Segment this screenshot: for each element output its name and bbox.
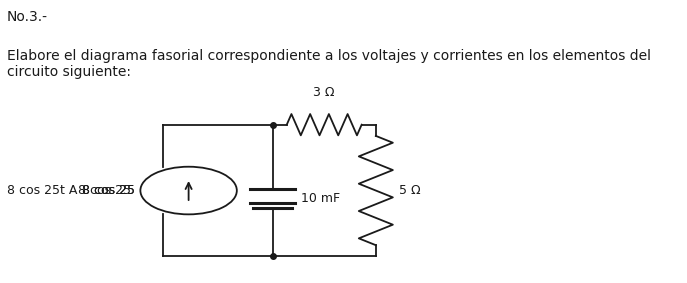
Text: 8 cos 25t A: 8 cos 25t A bbox=[7, 184, 78, 197]
Text: No.3.-: No.3.- bbox=[7, 10, 48, 24]
Text: 5 Ω: 5 Ω bbox=[398, 184, 420, 197]
Text: 8 cos 25: 8 cos 25 bbox=[82, 184, 135, 197]
Text: 3 Ω: 3 Ω bbox=[313, 87, 335, 99]
Text: 10 mF: 10 mF bbox=[301, 192, 340, 205]
Text: Elabore el diagrama fasorial correspondiente a los voltajes y corrientes en los : Elabore el diagrama fasorial correspondi… bbox=[7, 49, 651, 79]
Text: 8 cos 25: 8 cos 25 bbox=[82, 184, 135, 197]
Text: 8 cos 25: 8 cos 25 bbox=[78, 184, 133, 197]
